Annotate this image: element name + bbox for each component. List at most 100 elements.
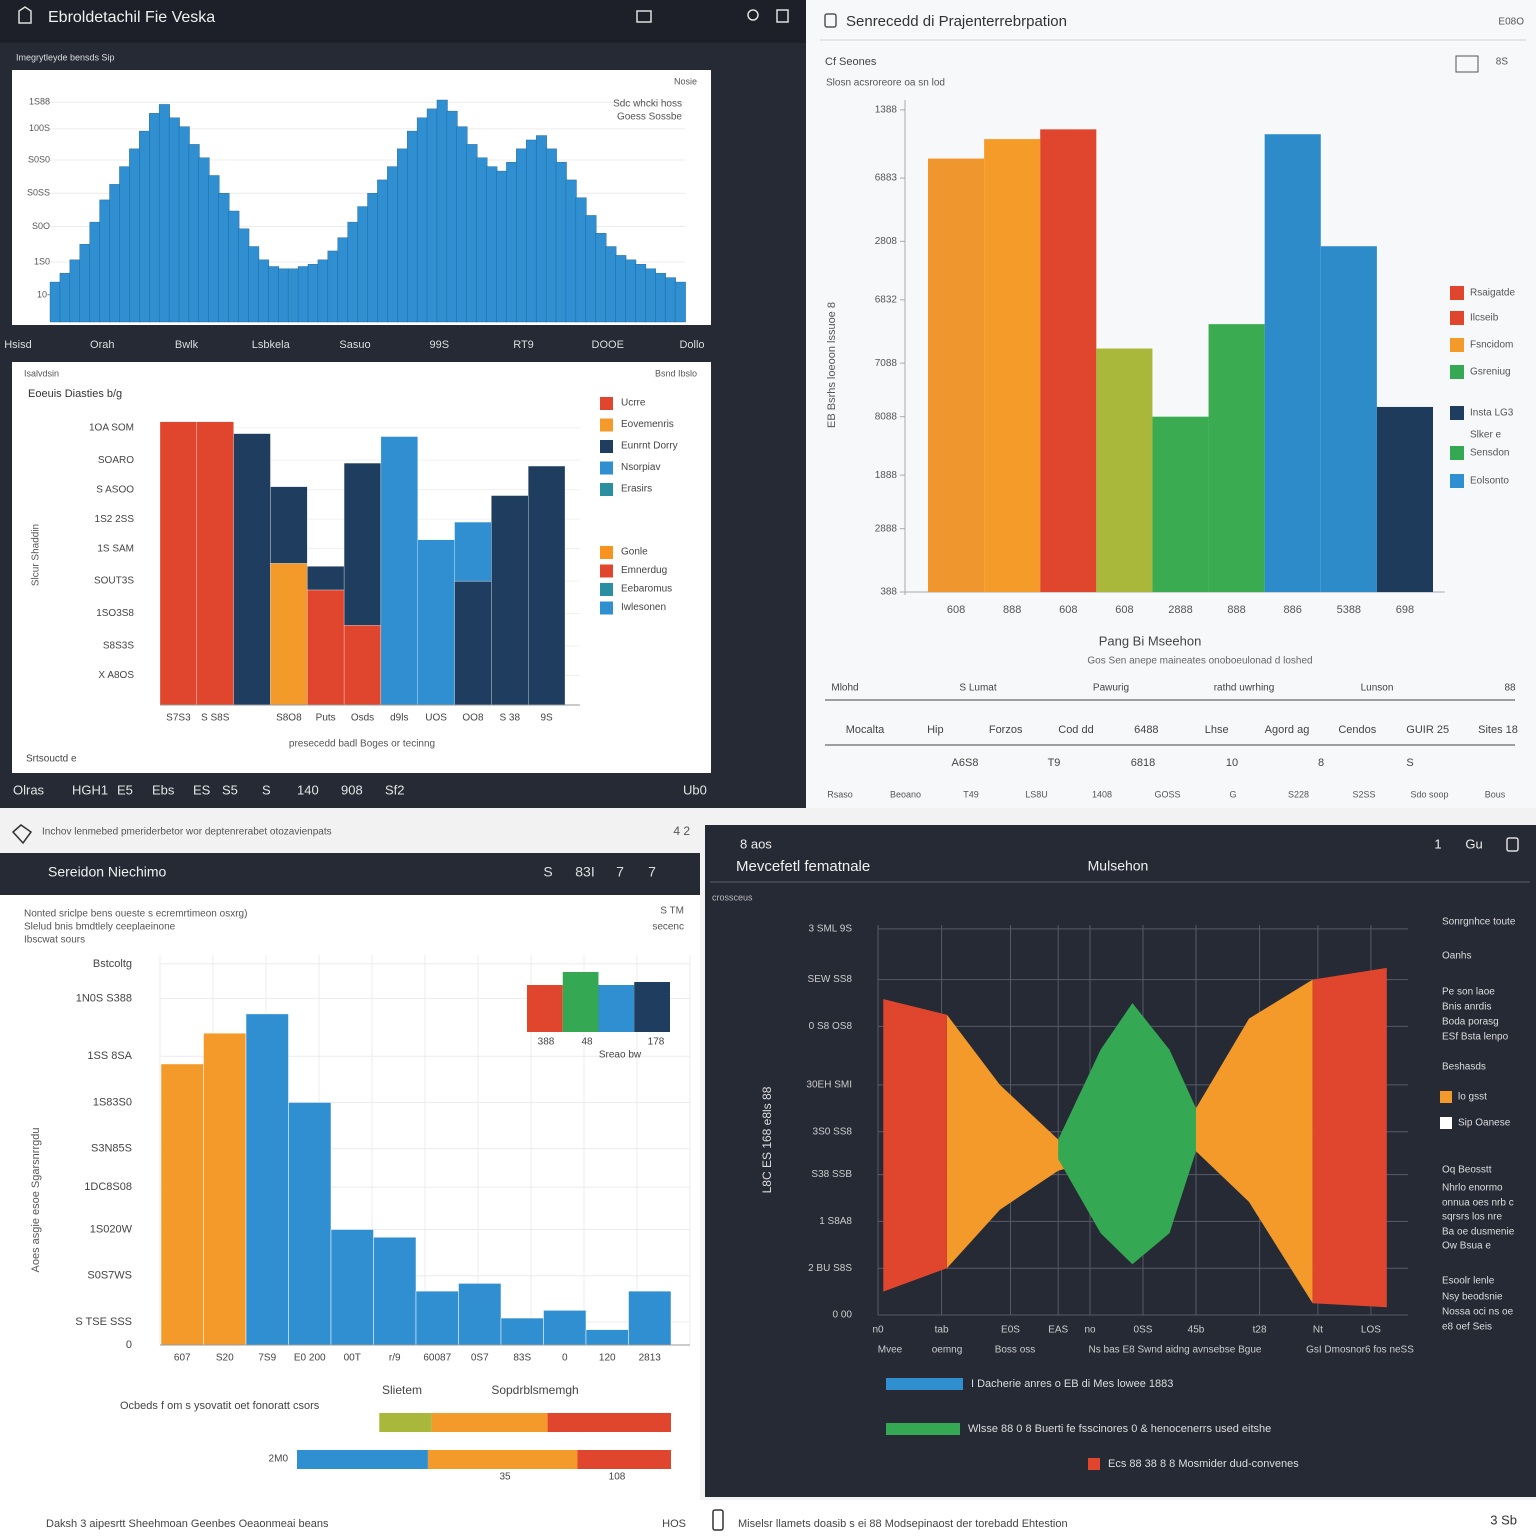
y-tick-label: 7088 <box>875 358 898 369</box>
panel-title: Mevcefetl fematnale <box>736 858 870 875</box>
x-tick-label: 120 <box>599 1353 616 1364</box>
y-tick-label: S38 SSB <box>811 1169 852 1180</box>
icon[interactable] <box>824 13 837 28</box>
label: Slietem <box>382 1383 422 1397</box>
footer-bg <box>0 1500 1536 1536</box>
y-tick-label: 6832 <box>875 294 898 305</box>
label: Sdo soop <box>1410 789 1448 799</box>
bar <box>595 232 607 323</box>
bar <box>228 210 240 323</box>
label: S <box>262 782 271 797</box>
label: Mvee <box>878 1345 903 1356</box>
x-tick-label: 0SS <box>1134 1325 1153 1336</box>
bar-segment <box>380 436 418 706</box>
label: ES <box>193 782 211 797</box>
bar <box>506 161 518 323</box>
label: Pe son laoe <box>1442 987 1495 998</box>
x-tick-label: 7S9 <box>258 1353 276 1364</box>
x-tick-label: UOS <box>425 713 447 724</box>
y-tick-label: 8088 <box>875 411 898 422</box>
x-tick-label: 5388 <box>1337 604 1361 616</box>
label: LS8U <box>1025 789 1048 799</box>
legend-swatch <box>1450 338 1464 352</box>
bar-segment <box>547 1413 671 1432</box>
label: Sonrgnhce toute <box>1442 917 1516 928</box>
y-tick-label: S0S0 <box>28 154 50 164</box>
bar <box>99 199 111 323</box>
label: Mocalta <box>846 724 885 736</box>
icon[interactable] <box>1455 55 1479 73</box>
label: Ebs <box>152 782 175 797</box>
x-tick-label: no <box>1084 1325 1096 1336</box>
panel-title: Sereidon Niechimo <box>48 864 166 880</box>
label: Nosie <box>674 76 697 86</box>
label: Pang Bi Mseehon <box>1099 633 1202 648</box>
x-tick-label: Bwlk <box>175 339 199 351</box>
label: 178 <box>648 1037 665 1048</box>
y-tick-label: 6883 <box>875 173 898 184</box>
legend-label: Sensdon <box>1470 448 1509 459</box>
x-tick-label: S8O8 <box>276 713 302 724</box>
label: 10 <box>1226 757 1238 769</box>
label: Mlohd <box>831 683 858 694</box>
panel-a-header <box>0 0 806 43</box>
bar <box>1040 129 1097 592</box>
search-icon[interactable] <box>747 9 759 21</box>
legend-swatch <box>600 397 613 410</box>
label: GOSS <box>1154 789 1180 799</box>
legend-swatch <box>1088 1458 1100 1470</box>
bar <box>516 148 528 323</box>
y-tick-label: 1OA SOM <box>89 422 134 433</box>
label: L8C ES 168 e8ls 88 <box>760 1086 774 1193</box>
bar-segment <box>427 1450 578 1469</box>
label: T9 <box>1048 757 1061 769</box>
bar <box>337 237 349 323</box>
home-icon[interactable] <box>18 6 32 24</box>
legend-swatch <box>600 483 613 496</box>
legend-swatch <box>1440 1117 1452 1129</box>
icon <box>11 824 33 845</box>
legend-label: Eunrnt Dorry <box>621 441 678 452</box>
bar-segment <box>528 465 566 706</box>
x-tick-label: Puts <box>316 713 336 724</box>
legend-swatch <box>886 1423 960 1435</box>
bar <box>109 184 121 323</box>
legend-label: Erasirs <box>621 484 652 495</box>
bar <box>330 1229 374 1346</box>
label: 2M0 <box>269 1454 289 1465</box>
x-tick-label: EAS <box>1048 1325 1068 1336</box>
bar <box>598 985 635 1032</box>
label: Cendos <box>1338 724 1376 736</box>
x-tick-label: r/9 <box>389 1353 401 1364</box>
bar <box>984 139 1041 592</box>
icon[interactable] <box>1506 837 1519 852</box>
label: S2SS <box>1352 789 1375 799</box>
bar <box>458 1283 502 1346</box>
bar <box>562 972 599 1032</box>
label: Imegrytleyde bensds Sip <box>16 52 115 62</box>
y-tick-label: 1N0S S388 <box>76 992 132 1004</box>
legend-swatch <box>1450 286 1464 300</box>
label: Lunson <box>1361 683 1394 694</box>
label: Cod dd <box>1058 724 1093 736</box>
x-tick-label: 698 <box>1396 604 1414 616</box>
icon[interactable] <box>776 9 789 23</box>
x-tick-label: 0S7 <box>471 1353 489 1364</box>
bar <box>674 281 686 323</box>
bar-segment <box>379 1413 432 1432</box>
bar <box>456 126 468 323</box>
bar <box>555 161 567 323</box>
label: 140 <box>297 782 319 797</box>
bar <box>377 179 389 323</box>
x-tick-label: tab <box>935 1325 949 1336</box>
label: S <box>1406 757 1413 769</box>
label: EB Bsrhs loeoon lssuoe 8 <box>826 302 838 428</box>
legend-label: Ilcseib <box>1470 313 1499 324</box>
x-tick-label: E0 200 <box>294 1353 326 1364</box>
label: HOS <box>662 1518 686 1530</box>
y-tick-label: 2808 <box>875 236 898 247</box>
label: Ub0 <box>683 782 707 797</box>
icon[interactable] <box>636 10 652 23</box>
bar <box>397 148 408 323</box>
y-tick-label: 1SS 8SA <box>87 1050 132 1062</box>
